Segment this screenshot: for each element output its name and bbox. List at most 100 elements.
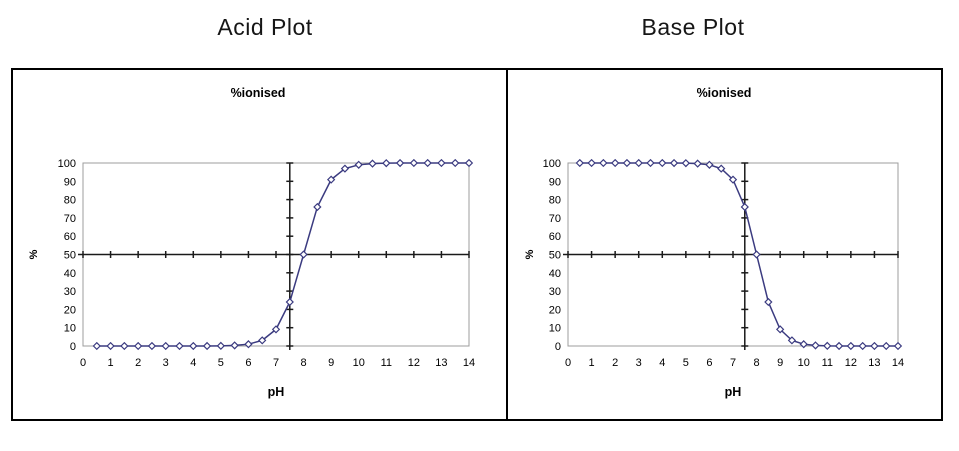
data-point-marker [775, 325, 785, 334]
data-point-marker [764, 297, 773, 307]
x-tick-label: 2 [135, 357, 141, 369]
x-tick-label: 14 [463, 357, 475, 369]
x-tick-label: 4 [659, 357, 665, 369]
x-tick-label: 1 [108, 357, 114, 369]
data-point-marker [244, 340, 253, 349]
data-point-marker [106, 341, 115, 351]
acid-plot-panel: 0 10 20 30 40 50 60 70 80 90 100 0 1 2 3 4 5 6 7 8 9 10 11 12 13… [11, 68, 508, 421]
data-point-marker [271, 325, 281, 334]
y-tick-label: 90 [64, 176, 76, 188]
x-tick-label: 4 [190, 357, 196, 369]
data-point-marker [658, 158, 667, 168]
data-point-marker [752, 250, 761, 259]
data-point-marker [740, 202, 749, 212]
data-point-marker [882, 341, 891, 351]
data-point-marker [464, 158, 474, 168]
x-tick-label: 12 [408, 357, 420, 369]
y-tick-label: 30 [64, 286, 76, 298]
data-point-marker [92, 341, 101, 351]
data-point-markers [92, 158, 474, 351]
data-point-marker [354, 160, 363, 169]
y-tick-label: 40 [549, 268, 561, 280]
data-point-marker [216, 341, 226, 350]
x-tick-label: 13 [868, 357, 880, 369]
y-tick-label: 80 [64, 195, 76, 207]
y-tick-label: 70 [549, 213, 561, 225]
data-point-marker [846, 341, 856, 351]
x-tick-label: 8 [754, 357, 760, 369]
x-tick-label: 6 [245, 357, 251, 369]
data-point-marker [437, 158, 446, 168]
x-tick-label: 9 [777, 357, 783, 369]
axes [78, 162, 470, 350]
x-tick-label: 5 [218, 357, 224, 369]
data-point-marker [858, 341, 867, 351]
data-point-marker [599, 158, 608, 168]
data-point-marker [870, 341, 879, 351]
data-point-marker [646, 158, 655, 168]
x-tick-label: 0 [80, 357, 86, 369]
series-line [579, 162, 898, 347]
y-tick-label: 10 [64, 323, 76, 335]
y-tick-label: 100 [543, 158, 561, 170]
x-tick-label: 5 [683, 357, 689, 369]
chart-inner-title: %ionised [231, 86, 286, 100]
x-tick-label: 10 [798, 357, 810, 369]
data-point-marker [610, 158, 620, 168]
data-point-marker [717, 164, 726, 173]
data-point-marker [258, 336, 267, 345]
data-point-marker [834, 341, 844, 351]
series-line [96, 162, 469, 347]
data-point-marker [230, 341, 239, 350]
y-tick-label: 40 [64, 268, 76, 280]
x-tick-label: 12 [845, 357, 857, 369]
data-point-marker [285, 297, 294, 307]
data-point-marker [893, 341, 903, 351]
data-point-marker [340, 164, 350, 173]
y-axis-title: % [28, 249, 40, 259]
x-tick-label: 0 [565, 357, 571, 369]
data-point-markers [575, 158, 903, 351]
data-point-marker [799, 340, 808, 349]
x-tick-label: 13 [435, 357, 447, 369]
y-tick-label: 0 [70, 341, 76, 353]
base-plot-title: Base Plot [641, 14, 745, 40]
data-point-marker [823, 341, 832, 350]
y-tick-label: 70 [64, 213, 76, 225]
data-point-marker [299, 250, 308, 259]
data-point-marker [811, 341, 820, 350]
x-tick-label: 6 [706, 357, 712, 369]
data-point-marker [409, 158, 419, 168]
data-point-marker [382, 159, 391, 168]
data-point-marker [575, 158, 584, 168]
x-tick-label: 10 [353, 357, 365, 369]
data-point-marker [326, 175, 336, 184]
data-point-marker [161, 341, 170, 351]
x-tick-label: 11 [381, 357, 392, 369]
data-point-marker [423, 158, 432, 168]
y-tick-label: 90 [549, 176, 561, 188]
x-tick-label: 3 [163, 357, 169, 369]
x-tick-label: 8 [301, 357, 307, 369]
data-point-marker [681, 159, 691, 168]
x-tick-label: 7 [730, 357, 736, 369]
y-tick-label: 60 [64, 231, 76, 243]
data-point-marker [705, 160, 714, 169]
data-point-marker [368, 159, 377, 168]
x-tick-label: 11 [822, 357, 833, 369]
y-tick-label: 20 [549, 304, 561, 316]
x-tick-label: 14 [892, 357, 904, 369]
data-point-marker [728, 175, 738, 184]
y-tick-label: 20 [64, 304, 76, 316]
y-tick-label: 10 [549, 323, 561, 335]
y-axis-title: % [524, 249, 536, 259]
data-point-marker [147, 341, 157, 351]
data-point-marker [175, 341, 184, 351]
y-tick-label: 30 [549, 286, 561, 298]
axes [563, 162, 899, 350]
x-tick-label: 2 [612, 357, 618, 369]
